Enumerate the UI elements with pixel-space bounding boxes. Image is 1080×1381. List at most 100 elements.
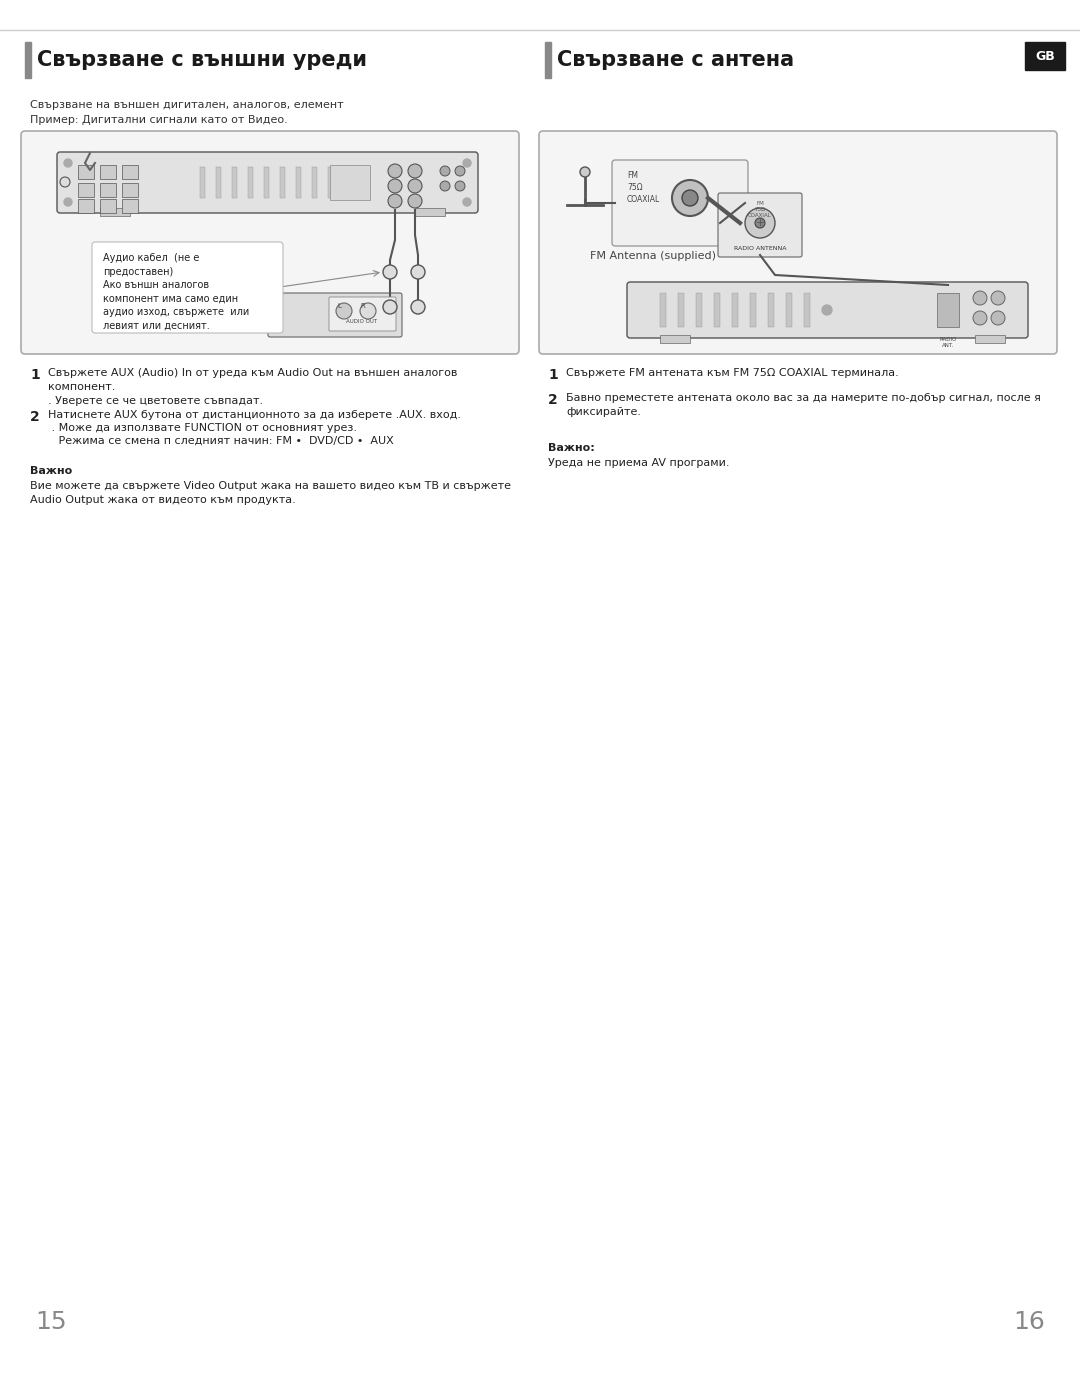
Text: 2: 2 (548, 394, 557, 407)
Text: Режима се смена п следният начин: FM •  DVD/CD •  AUX: Режима се смена п следният начин: FM • D… (48, 436, 394, 446)
Bar (1025, 41, 1065, 70)
Bar (660, 293, 666, 327)
Bar (78, 184, 94, 197)
Bar (280, 167, 285, 197)
Bar (122, 184, 138, 197)
Bar (78, 164, 94, 180)
Text: 2: 2 (30, 410, 40, 424)
Bar (78, 199, 94, 213)
Bar (415, 209, 445, 215)
Text: RADIO ANTENNA: RADIO ANTENNA (733, 246, 786, 251)
Bar (100, 184, 116, 197)
Text: 1: 1 (30, 367, 40, 383)
Bar (312, 167, 318, 197)
Circle shape (973, 311, 987, 325)
Bar (545, 41, 551, 77)
Text: R: R (361, 302, 365, 309)
Bar (714, 293, 720, 327)
Bar (100, 164, 116, 180)
Circle shape (991, 291, 1005, 305)
Circle shape (360, 302, 376, 319)
Bar (216, 167, 221, 197)
Text: Важно:: Важно: (548, 443, 595, 453)
Bar (330, 164, 370, 200)
Text: GB: GB (1035, 50, 1055, 62)
Bar (100, 209, 130, 215)
Circle shape (388, 164, 402, 178)
Circle shape (440, 181, 450, 191)
Circle shape (388, 193, 402, 209)
Circle shape (64, 159, 72, 167)
Circle shape (455, 181, 465, 191)
Text: Аудио кабел  (не е
предоставен)
Ако външн аналогов
компонент има само един
аудио: Аудио кабел (не е предоставен) Ако външн… (103, 253, 249, 331)
FancyBboxPatch shape (718, 193, 802, 257)
Text: Пример: Дигитални сигнали като от Видео.: Пример: Дигитални сигнали като от Видео. (30, 115, 287, 126)
Circle shape (60, 177, 70, 186)
Circle shape (991, 311, 1005, 325)
Circle shape (336, 302, 352, 319)
Circle shape (64, 197, 72, 206)
Bar (696, 293, 702, 327)
Bar (786, 293, 792, 327)
Bar (100, 199, 116, 213)
Text: . Може да използвате FUNCTION от основният урез.: . Може да използвате FUNCTION от основни… (48, 423, 357, 434)
Circle shape (755, 218, 765, 228)
Text: Бавно преместете антената около вас за да намерите по-добър сигнал, после я
фикс: Бавно преместете антената около вас за д… (566, 394, 1041, 417)
Bar (232, 167, 237, 197)
Text: +: + (755, 218, 765, 228)
Text: Свързване с външни уреди: Свързване с външни уреди (37, 50, 367, 70)
Text: Важно: Важно (30, 465, 72, 476)
Text: FM
75Ω
COAXIAL: FM 75Ω COAXIAL (627, 171, 660, 203)
Circle shape (463, 159, 471, 167)
Circle shape (463, 197, 471, 206)
Text: Свързване с антена: Свързване с антена (557, 50, 794, 70)
Text: Уреда не приема AV програми.: Уреда не приема AV програми. (548, 458, 729, 468)
Circle shape (408, 180, 422, 193)
Bar (296, 167, 301, 197)
Text: FM
75Ω
COAXIAL: FM 75Ω COAXIAL (748, 202, 772, 218)
Bar (25, 41, 31, 77)
FancyBboxPatch shape (57, 152, 478, 213)
Circle shape (408, 193, 422, 209)
Bar (804, 293, 810, 327)
Text: FM Antenna (supplied): FM Antenna (supplied) (590, 251, 716, 261)
FancyBboxPatch shape (92, 242, 283, 333)
Circle shape (973, 291, 987, 305)
Bar (328, 167, 333, 197)
Bar (122, 164, 138, 180)
Text: 1: 1 (548, 367, 557, 383)
Text: L: L (337, 302, 341, 309)
FancyBboxPatch shape (268, 293, 402, 337)
Text: RADIO
ANT.: RADIO ANT. (940, 337, 957, 348)
Circle shape (408, 164, 422, 178)
Bar (937, 293, 959, 327)
Circle shape (455, 166, 465, 175)
FancyBboxPatch shape (21, 131, 519, 354)
Bar (660, 336, 690, 342)
Circle shape (383, 300, 397, 313)
FancyBboxPatch shape (627, 282, 1028, 338)
Circle shape (672, 180, 708, 215)
FancyBboxPatch shape (329, 297, 396, 331)
Bar (975, 336, 1005, 342)
FancyBboxPatch shape (612, 160, 748, 246)
Circle shape (440, 166, 450, 175)
Circle shape (411, 265, 426, 279)
Circle shape (580, 167, 590, 177)
Text: Свързване на външен дигитален, аналогов, елемент: Свързване на външен дигитален, аналогов,… (30, 99, 343, 110)
Bar (768, 293, 774, 327)
Bar (732, 293, 738, 327)
Bar (200, 167, 205, 197)
Circle shape (383, 265, 397, 279)
FancyBboxPatch shape (539, 131, 1057, 354)
Text: 15: 15 (35, 1311, 67, 1334)
Circle shape (388, 180, 402, 193)
Bar (264, 167, 269, 197)
Bar (345, 167, 349, 197)
Text: Свържете FM антената към FM 75Ω COAXIAL терминала.: Свържете FM антената към FM 75Ω COAXIAL … (566, 367, 899, 378)
Bar (750, 293, 756, 327)
Bar (122, 199, 138, 213)
Circle shape (745, 209, 775, 238)
Circle shape (822, 305, 832, 315)
Text: Свържете AUX (Audio) In от уреда към Audio Out на външен аналогов
компонент.
. У: Свържете AUX (Audio) In от уреда към Aud… (48, 367, 457, 406)
